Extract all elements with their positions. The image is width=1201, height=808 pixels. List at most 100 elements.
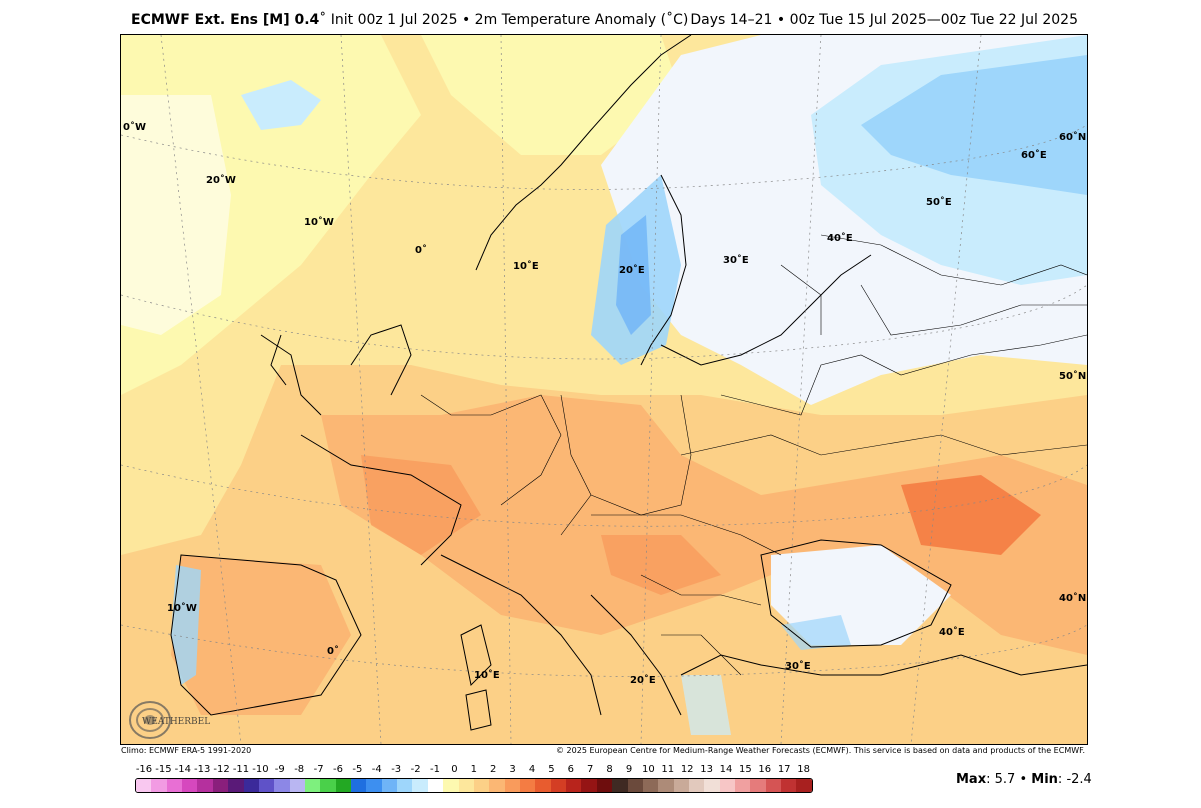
weatherbell-logo: WEATHERBELL [129,701,210,739]
colorbar-segment [781,779,797,792]
anomaly-region [361,455,481,555]
colorbar-segment [427,779,444,792]
colorbar-segment [397,779,413,792]
colorbar-segment [719,779,736,792]
header-title: ECMWF Ext. Ens [M] 0.4˚ Init 00z 1 Jul 2… [131,12,688,28]
min-label: Min [1031,772,1058,787]
max-min-stats: Max: 5.7 • Min: -2.4 [956,772,1092,787]
colorbar-tick-label: -7 [313,764,324,775]
lat-label: 40˚N [1059,592,1086,604]
colorbar-tick-label: 14 [719,764,733,775]
colorbar-segment [335,779,352,792]
lon-label: 0˚ [327,645,339,657]
colorbar-segment [320,779,336,792]
colorbar-tick-label: 11 [661,764,675,775]
colorbar-tick-label: 12 [680,764,694,775]
model-name: ECMWF Ext. Ens [M] 0.4 [131,12,320,28]
colorbar-tick-label: -16 [135,764,153,775]
lon-label: 40˚E [827,232,853,244]
anomaly-region [241,80,321,130]
colorbar-segment [566,779,582,792]
init-info: ˚ Init 00z 1 Jul 2025 • 2m Temperature A… [319,12,689,28]
colorbar-tick-label: 3 [509,764,516,775]
lon-label: 30˚E [723,254,749,266]
max-label: Max [956,772,987,787]
colorbar-tick-label: -5 [352,764,363,775]
colorbar-segment [596,779,613,792]
colorbar-segment [258,779,275,792]
graticule [121,35,1087,744]
lon-label: 20˚E [619,264,645,276]
colorbar-segment [381,779,398,792]
colorbar-segment [151,779,167,792]
colorbar-segment [581,779,597,792]
colorbar-segment [274,779,290,792]
colorbar-segment [243,779,259,792]
colorbar-tick-label: -6 [333,764,343,775]
anomaly-region [171,555,351,715]
colorbar-segment [658,779,674,792]
colorbar-tick-label: -10 [252,764,269,775]
colorbar-segment [535,779,551,792]
lon-label: 30˚E [785,660,811,672]
map-panel: 0˚W 20˚W 10˚W 0˚ 10˚E 20˚E 30˚E 40˚E 50˚… [120,34,1088,745]
colorbar-tick-label: -14 [174,764,191,775]
colorbar-segment [136,779,152,792]
colorbar-tick-label: -1 [430,764,440,775]
colorbar-segment [351,779,367,792]
min-value: -2.4 [1066,772,1092,787]
colorbar-segment [458,779,474,792]
colorbar-segment [765,779,782,792]
colorbar-tick-label: -8 [294,764,305,775]
anomaly-region [601,535,721,595]
colorbar-segment [304,779,321,792]
anomaly-region [616,215,651,335]
climo-note: Climo: ECMWF ERA-5 1991-2020 [121,746,252,755]
colorbar-labels: -16 -15 -14 -13 -12 -11 -10 -9 -8 -7 -6 -5 -4 -3 -2 -1 0… [135,764,813,776]
colorbar-segment [750,779,766,792]
anomaly-region [901,475,1041,555]
colorbar-tick-label: 13 [700,764,713,775]
colorbar-segment [489,779,505,792]
colorbar-tick-label: 17 [777,764,791,775]
colorbar-segment [212,779,229,792]
colorbar-tick-label: 4 [528,764,536,775]
colorbar-tick-label: 16 [758,764,772,775]
anomaly-map: 0˚W 20˚W 10˚W 0˚ 10˚E 20˚E 30˚E 40˚E 50˚… [121,35,1087,744]
colorbar-segment [166,779,183,792]
colorbar-segment [627,779,643,792]
copyright-note: © 2025 European Centre for Medium-Range … [556,746,1085,755]
colorbar-tick-label: -3 [391,764,402,775]
colorbar-tick-label: -12 [213,764,230,775]
colorbar-tick-label: 8 [606,764,613,775]
colorbar-tick-label: -4 [371,764,382,775]
lon-label: 50˚E [926,196,952,208]
colorbar-segment [796,779,812,792]
lon-label: 20˚W [206,174,236,186]
colorbar-tick-label: 10 [642,764,655,775]
colorbar-tick-label: 6 [567,764,574,775]
lat-label: 50˚N [1059,370,1086,382]
stats-separator: • [1019,772,1028,787]
colorbar-segment [182,779,198,792]
anomaly-region [171,565,201,685]
colorbar-tick-label: -9 [274,764,285,775]
coastlines [170,35,1087,731]
colorbar-tick-label: 5 [548,764,555,775]
colorbar-segment [550,779,567,792]
anomaly-region [781,615,851,650]
colorbar-segment [519,779,536,792]
colorbar-segment [642,779,659,792]
colorbar-tick-label: 7 [587,764,594,775]
lon-label: 60˚E [1021,149,1047,161]
lon-label: 10˚W [167,602,197,614]
colorbar-segment [289,779,305,792]
colorbar-segment [688,779,705,792]
lon-label: 0˚W [123,121,146,133]
colorbar-segment [673,779,689,792]
lon-label: 10˚E [474,669,500,681]
colorbar-segment [612,779,628,792]
colorbar-tick-label: 1 [470,764,477,775]
lon-label: 0˚ [415,244,427,256]
colorbar [135,778,813,793]
